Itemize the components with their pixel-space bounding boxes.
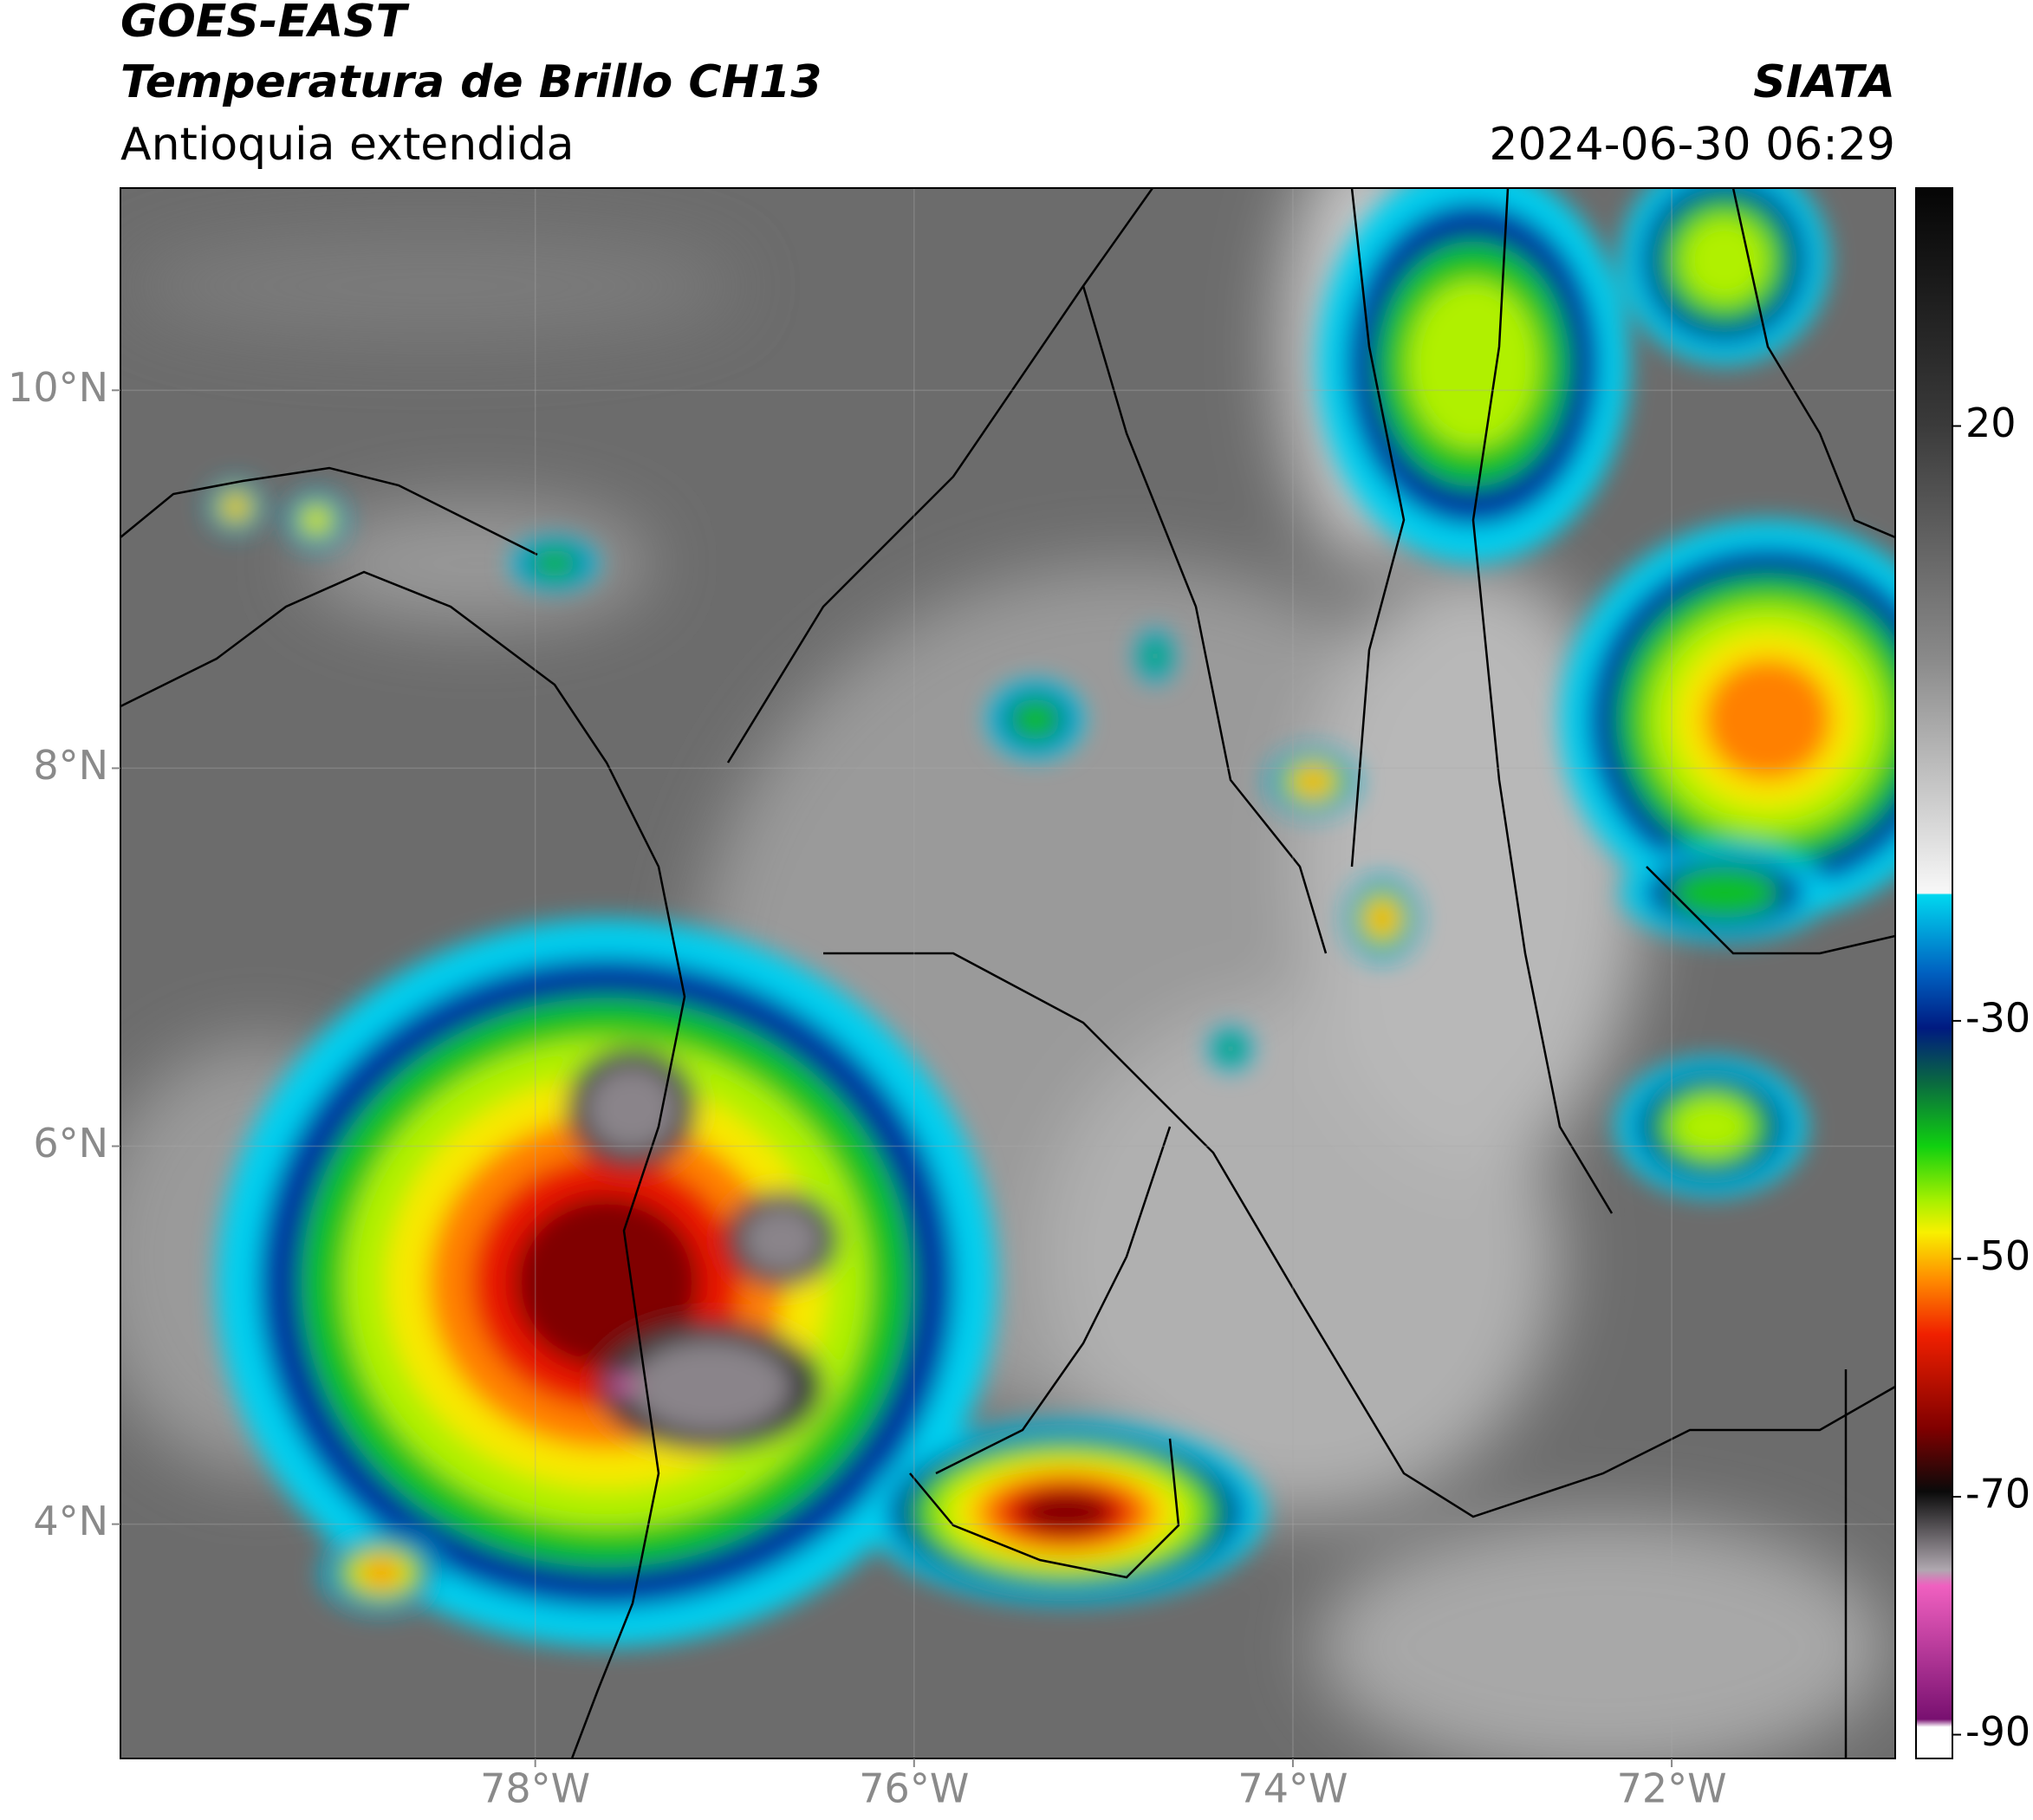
- cloud-top: [1671, 1097, 1752, 1156]
- colorbar: [1915, 187, 1953, 1759]
- colorbar-tick-label: -30: [1965, 994, 2030, 1041]
- graticule: [120, 188, 1895, 1758]
- cold-core: [586, 1066, 678, 1151]
- cloud-top: [227, 498, 244, 516]
- lat-tick-label: 10°N: [8, 364, 108, 411]
- colorbar-tick-label: -50: [1965, 1232, 2030, 1279]
- cloud-top: [1018, 1490, 1114, 1535]
- lon-tick-label: 76°W: [859, 1765, 969, 1812]
- lat-tick-label: 6°N: [33, 1120, 108, 1167]
- lon-tick-label: 78°W: [480, 1765, 590, 1812]
- lon-tick-label: 72°W: [1617, 1765, 1727, 1812]
- cloud-top: [1680, 216, 1769, 304]
- cloud-top: [305, 510, 328, 530]
- borders: [120, 188, 1895, 1758]
- coldest-spot: [612, 1376, 633, 1394]
- cloud-top: [1010, 699, 1061, 740]
- lon-tick-label: 74°W: [1237, 1765, 1348, 1812]
- cloud-top: [1371, 906, 1393, 932]
- cloud-top: [1299, 771, 1327, 792]
- cloud-top: [1704, 658, 1832, 781]
- cloud-top: [1145, 642, 1166, 670]
- storms: [208, 188, 1895, 1647]
- source: SIATA: [1753, 56, 1895, 108]
- cloud-top: [1670, 868, 1779, 918]
- title: GOES-EAST: [120, 0, 410, 48]
- cold-core: [742, 1206, 822, 1273]
- cloud-top: [513, 1195, 700, 1370]
- cloud-top: [531, 549, 578, 577]
- cloud-top: [1218, 1037, 1243, 1061]
- region: Antioquia extendida: [120, 119, 575, 171]
- colorbar-tick-label: -90: [1965, 1708, 2030, 1755]
- subtitle: Temperatura de Brillo CH13: [120, 56, 822, 108]
- lat-tick-label: 8°N: [33, 742, 108, 789]
- colorbar-tick-label: 20: [1965, 400, 2017, 446]
- cold-core: [632, 1341, 789, 1433]
- satellite-image: [120, 188, 1895, 1758]
- datetime: 2024-06-30 06:29: [1489, 119, 1895, 171]
- map-frame: [120, 187, 1896, 1759]
- cloud-top: [362, 1561, 400, 1585]
- colorbar-tick-label: -70: [1965, 1471, 2030, 1518]
- cloud-top: [1406, 279, 1540, 449]
- lat-tick-label: 4°N: [33, 1498, 108, 1544]
